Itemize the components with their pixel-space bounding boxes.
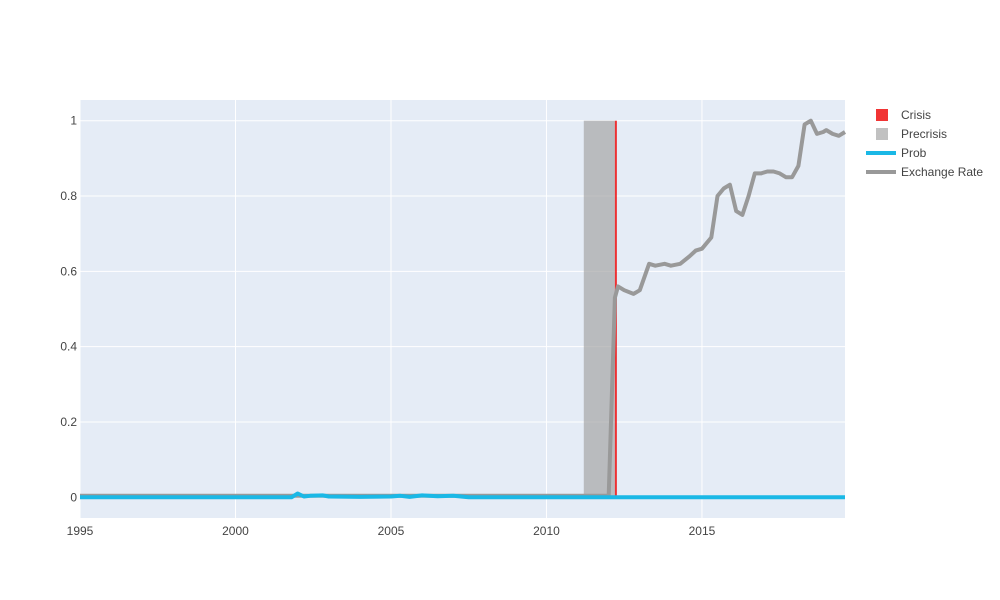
prob-line — [80, 491, 845, 500]
x-tick-label: 2015 — [689, 524, 716, 538]
grid — [79, 100, 845, 518]
y-tick-label: 0 — [70, 490, 77, 504]
y-tick-label: 1 — [70, 114, 77, 128]
legend-item-crisis[interactable]: Crisis — [876, 108, 931, 122]
x-tick-label: 2000 — [222, 524, 249, 538]
x-axis-ticks: 1995 2000 2005 2010 2015 — [67, 524, 716, 538]
x-tick-label: 1995 — [67, 524, 94, 538]
legend-label-exchange-rate: Exchange Rate — [901, 165, 983, 179]
exchange-rate-line — [80, 118, 847, 498]
y-tick-label: 0.2 — [60, 415, 77, 429]
y-tick-label: 0.6 — [60, 264, 77, 278]
lines — [80, 118, 847, 500]
x-tick-label: 2005 — [378, 524, 405, 538]
legend-item-precrisis[interactable]: Precrisis — [876, 127, 947, 141]
plot-background — [80, 100, 845, 518]
legend-item-exchange-rate[interactable]: Exchange Rate — [866, 165, 983, 179]
y-tick-label: 0.8 — [60, 189, 77, 203]
legend-item-prob[interactable]: Prob — [866, 146, 927, 160]
y-tick-label: 0.4 — [60, 340, 77, 354]
legend[interactable]: Crisis Precrisis Prob Exchange Rate — [866, 108, 983, 179]
y-axis-ticks: 0 0.2 0.4 0.6 0.8 1 — [60, 114, 77, 505]
legend-label-precrisis: Precrisis — [901, 127, 947, 141]
legend-label-prob: Prob — [901, 146, 927, 160]
legend-swatch-precrisis — [876, 128, 888, 140]
x-tick-label: 2010 — [533, 524, 560, 538]
legend-swatch-crisis — [876, 109, 888, 121]
legend-label-crisis: Crisis — [901, 108, 931, 122]
